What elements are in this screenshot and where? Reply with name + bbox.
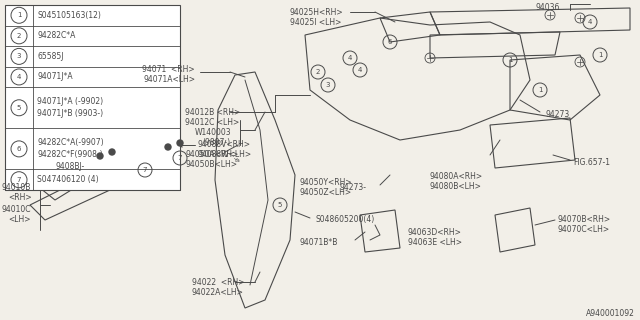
Text: 1: 1 [538, 87, 542, 93]
Text: 1: 1 [508, 57, 512, 63]
Text: 94050B<LH>: 94050B<LH> [185, 160, 237, 169]
Text: 94071J*A: 94071J*A [37, 72, 72, 82]
Text: 94025H<RH>: 94025H<RH> [290, 8, 344, 17]
Text: 94022A<LH>: 94022A<LH> [192, 288, 244, 297]
Text: 94071J*A (-9902)
94071J*B (9903-): 94071J*A (-9902) 94071J*B (9903-) [37, 97, 103, 118]
Text: 94050Z<LH>: 94050Z<LH> [300, 188, 352, 197]
Text: 94063D<RH>: 94063D<RH> [408, 228, 462, 237]
Text: 94036: 94036 [535, 3, 559, 12]
Text: A940001092: A940001092 [586, 309, 635, 318]
Text: 7: 7 [178, 155, 182, 161]
Polygon shape [495, 208, 535, 252]
Text: 7: 7 [17, 177, 21, 183]
Text: 3: 3 [326, 82, 330, 88]
Text: 94071  <RH>: 94071 <RH> [142, 65, 195, 74]
Text: 94080B<LH>: 94080B<LH> [430, 182, 482, 191]
Text: 94071B*B: 94071B*B [300, 238, 339, 247]
Text: 5: 5 [17, 105, 21, 111]
Text: 94050Y<RH>: 94050Y<RH> [300, 178, 353, 187]
Text: 94071A<LH>: 94071A<LH> [143, 75, 195, 84]
Circle shape [177, 140, 183, 146]
Text: 1: 1 [17, 12, 21, 18]
Text: 4: 4 [17, 74, 21, 80]
Circle shape [97, 153, 103, 159]
Text: S048605200(4): S048605200(4) [315, 215, 374, 224]
Text: 65585J: 65585J [37, 52, 63, 61]
Text: 94050A<RH>: 94050A<RH> [185, 150, 238, 159]
Circle shape [109, 149, 115, 155]
Text: 2: 2 [17, 33, 21, 39]
Text: 4: 4 [588, 19, 592, 25]
Text: 94282C*A: 94282C*A [37, 31, 76, 40]
Text: 94012C <LH>: 94012C <LH> [185, 118, 239, 127]
Text: W140003: W140003 [195, 128, 232, 137]
Text: 6: 6 [388, 39, 392, 45]
Text: 94088W<LH>: 94088W<LH> [198, 150, 252, 159]
Text: <LH>: <LH> [8, 215, 31, 224]
Text: 1: 1 [598, 52, 602, 58]
Text: 4: 4 [348, 55, 352, 61]
Text: 94282C*A(-9907)
94282C*F(9908-): 94282C*A(-9907) 94282C*F(9908-) [37, 139, 104, 159]
Bar [5, 5, 180, 190]
Text: 94025I <LH>: 94025I <LH> [290, 18, 341, 27]
Text: 94088V<RH>: 94088V<RH> [198, 140, 251, 149]
Text: 9408BJ-: 9408BJ- [55, 162, 84, 171]
Text: 6: 6 [17, 146, 21, 152]
Text: 7: 7 [143, 167, 147, 173]
Text: 94070B<RH>: 94070B<RH> [558, 215, 611, 224]
Text: 4: 4 [358, 67, 362, 73]
Text: 94063E <LH>: 94063E <LH> [408, 238, 462, 247]
Text: 94070C<LH>: 94070C<LH> [558, 225, 610, 234]
Text: S045105163(12): S045105163(12) [37, 11, 101, 20]
Text: 94022  <RH>: 94022 <RH> [192, 278, 244, 287]
Text: 94273-: 94273- [340, 183, 367, 192]
Text: FIG.657-1: FIG.657-1 [573, 158, 610, 167]
Circle shape [165, 144, 171, 150]
Text: Ya: Ya [234, 158, 241, 163]
Text: (9807-): (9807-) [202, 138, 230, 147]
Text: S047406120 (4): S047406120 (4) [37, 175, 99, 184]
Text: 94010C: 94010C [2, 205, 31, 214]
Text: 94012B <RH>: 94012B <RH> [185, 108, 240, 117]
Text: <RH>: <RH> [8, 193, 31, 202]
Text: 5: 5 [278, 202, 282, 208]
Text: 94010B: 94010B [2, 183, 31, 192]
Text: 94273: 94273 [545, 110, 569, 119]
Text: 2: 2 [316, 69, 320, 75]
Text: 3: 3 [17, 53, 21, 60]
Text: 94080A<RH>: 94080A<RH> [430, 172, 483, 181]
